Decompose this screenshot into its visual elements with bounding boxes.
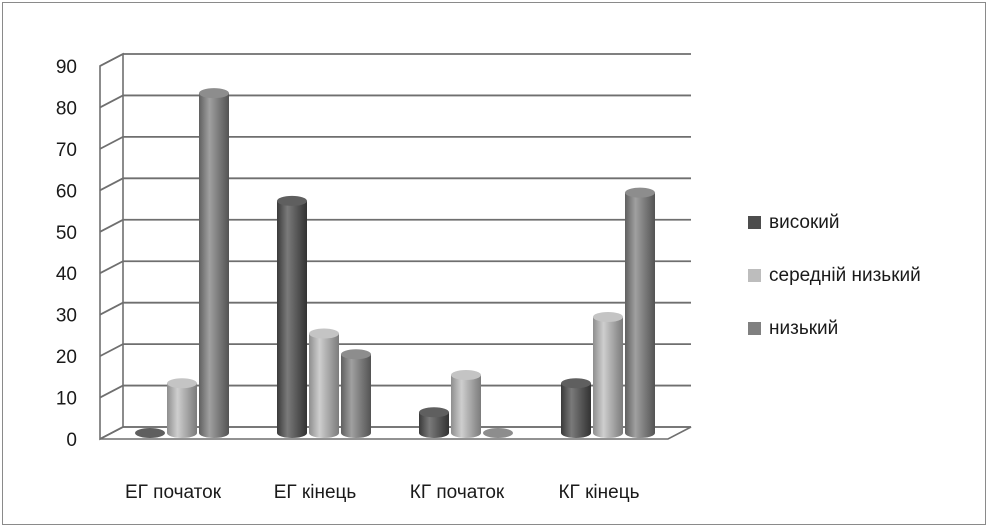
y-tick-label: 40 bbox=[56, 264, 77, 285]
legend: високий середній низький низький bbox=[748, 212, 921, 339]
gridline bbox=[99, 135, 691, 150]
y-tick-label: 20 bbox=[56, 347, 77, 368]
y-tick-label: 10 bbox=[56, 389, 77, 410]
bar bbox=[419, 407, 449, 438]
bars bbox=[135, 88, 655, 439]
gridline bbox=[99, 343, 691, 357]
legend-item: середній низький bbox=[748, 265, 921, 286]
chart-frame: 0 10 20 30 40 50 60 70 80 90 ЕГ початок ЕГ кінець К… bbox=[2, 2, 986, 525]
x-axis-ticks: ЕГ початок ЕГ кінець КГ початок КГ кінець bbox=[125, 482, 640, 503]
gridline bbox=[99, 177, 691, 192]
bar bbox=[451, 369, 481, 438]
bar bbox=[199, 88, 229, 439]
bar bbox=[561, 378, 591, 438]
legend-swatch bbox=[748, 269, 761, 282]
y-axis-ticks: 0 10 20 30 40 50 60 70 80 90 bbox=[56, 57, 77, 451]
x-tick-label: КГ кінець bbox=[558, 482, 639, 503]
gridline bbox=[99, 426, 691, 440]
y-tick-label: 60 bbox=[56, 181, 77, 202]
y-tick-label: 0 bbox=[66, 430, 77, 451]
side-wall bbox=[99, 52, 124, 441]
bar bbox=[593, 311, 623, 438]
gridline bbox=[99, 301, 691, 316]
bar bbox=[167, 378, 197, 438]
bar bbox=[277, 195, 307, 438]
bar bbox=[341, 349, 371, 438]
legend-label: низький bbox=[769, 318, 838, 339]
x-tick-label: ЕГ кінець bbox=[274, 482, 357, 503]
legend-swatch bbox=[748, 216, 761, 229]
legend-label: середній низький bbox=[769, 265, 921, 286]
y-tick-label: 30 bbox=[56, 306, 77, 327]
legend-item: низький bbox=[748, 318, 838, 339]
gridline bbox=[99, 218, 691, 233]
bar bbox=[309, 328, 339, 438]
gridlines bbox=[99, 53, 691, 440]
gridline bbox=[99, 260, 691, 275]
x-tick-label: ЕГ початок bbox=[125, 482, 222, 503]
gridline bbox=[99, 384, 691, 399]
x-tick-label: КГ початок bbox=[410, 482, 505, 503]
y-tick-label: 70 bbox=[56, 140, 77, 161]
legend-item: високий bbox=[748, 212, 840, 233]
bar bbox=[135, 428, 165, 438]
legend-swatch bbox=[748, 322, 761, 335]
bar bbox=[625, 187, 655, 438]
bar-chart: 0 10 20 30 40 50 60 70 80 90 ЕГ початок ЕГ кінець К… bbox=[56, 52, 921, 503]
y-tick-label: 90 bbox=[56, 57, 77, 78]
gridline bbox=[99, 53, 691, 67]
gridline bbox=[99, 94, 691, 109]
legend-label: високий bbox=[769, 212, 840, 233]
bar bbox=[483, 428, 513, 438]
y-tick-label: 50 bbox=[56, 223, 77, 244]
y-tick-label: 80 bbox=[56, 98, 77, 119]
